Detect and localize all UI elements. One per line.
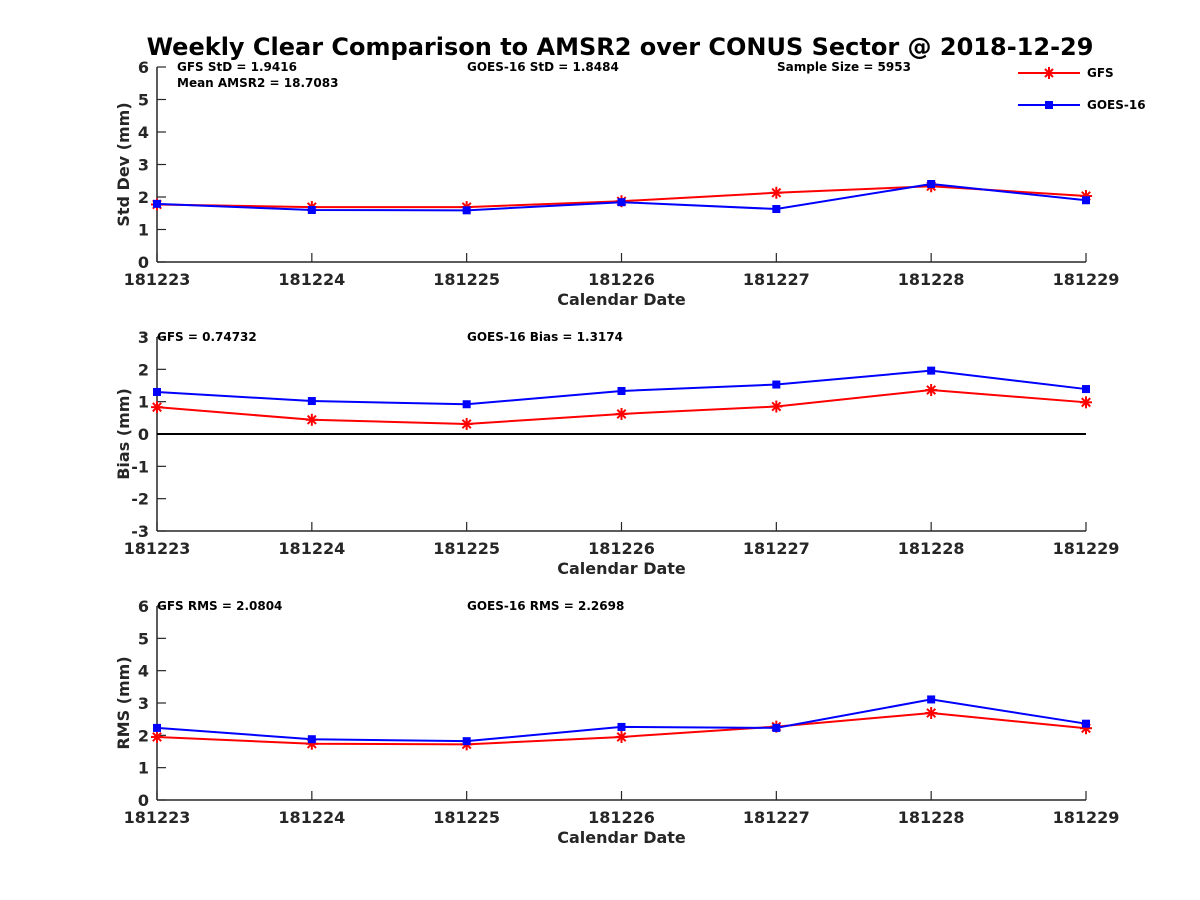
bias-goes16-point [927,366,936,375]
std-y-tick-label: 5 [138,91,149,110]
bias-x-tick-label: 181224 [278,539,345,558]
bias-y-axis-label: Bias (mm) [114,388,133,480]
bias-y-tick-label: -1 [131,457,149,476]
std-x-tick-label: 181225 [433,270,500,289]
rms-y-tick-label: 3 [138,694,149,713]
bias-goes16-point [307,397,316,406]
bias-x-tick-label: 181226 [588,539,655,558]
rms-y-tick-label: 1 [138,759,149,778]
panel-std: 0 1 2 3 4 5 6 181223 181224 181225 181226 181227 181… [114,58,1119,309]
rms-gfs-point [151,730,163,743]
legend: GFS GOES-16 [1018,66,1146,112]
rms-goes-annotation: GOES-16 RMS = 2.2698 [467,599,624,613]
bias-goes16-point [1082,385,1090,394]
std-goes16-point [617,198,626,207]
rms-x-tick-label: 181224 [278,808,345,827]
bias-gfs-point [615,407,628,420]
rms-x-tick-label: 181228 [898,808,965,827]
bias-y-tick-label: 0 [138,425,149,444]
bias-y-tick-label: 1 [138,393,149,412]
std-x-tick-label: 181229 [1053,270,1120,289]
panel-rms: 0 1 2 3 4 5 6 181223 181224 181225 181226 181227 181… [114,597,1119,847]
legend-gfs-asterisk-icon [1043,67,1055,79]
std-goes16-point [307,206,316,214]
std-y-tick-label: 2 [138,188,149,207]
bias-x-tick-label: 181229 [1053,539,1120,558]
std-x-axis-label: Calendar Date [557,290,686,309]
std-gfs-point [770,186,783,199]
rms-goes16-point [153,723,161,732]
bias-y-tick-label: 2 [138,360,149,379]
std-goes-annotation: GOES-16 StD = 1.8484 [467,60,619,74]
rms-y-tick-label: 0 [138,791,149,810]
std-y-tick-label: 1 [138,221,149,240]
bias-gfs-point [305,413,318,426]
bias-y-tick-label: 3 [138,328,149,347]
rms-x-tick-label: 181223 [124,808,191,827]
rms-goes16-point [307,735,316,744]
std-x-tick-label: 181227 [743,270,810,289]
bias-goes16-point [772,380,781,389]
std-x-tick-label: 181226 [588,270,655,289]
rms-y-tick-label: 5 [138,629,149,648]
std-sample-size-annotation: Sample Size = 5953 [777,60,911,74]
bias-x-tick-label: 181223 [124,539,191,558]
rms-y-tick-label: 6 [138,597,149,616]
rms-goes16-point [1082,719,1090,728]
std-goes16-point [462,206,471,215]
legend-goes-label: GOES-16 [1087,98,1146,112]
bias-x-tick-label: 181228 [898,539,965,558]
rms-x-tick-label: 181225 [433,808,500,827]
std-gfs-annotation: GFS StD = 1.9416 [177,60,297,74]
rms-y-tick-label: 4 [138,662,149,681]
bias-x-tick-label: 181227 [743,539,810,558]
legend-goes-square-icon [1045,101,1053,109]
rms-gfs-point [925,707,938,720]
std-goes16-point [927,180,936,188]
rms-x-tick-label: 181226 [588,808,655,827]
bias-x-axis-label: Calendar Date [557,559,686,578]
rms-goes16-point [617,722,626,731]
bias-goes16-point [617,386,626,395]
legend-gfs-label: GFS [1087,66,1114,80]
std-x-tick-label: 181223 [124,270,191,289]
std-x-tick-label: 181228 [898,270,965,289]
bias-x-tick-label: 181225 [433,539,500,558]
rms-gfs-annotation: GFS RMS = 2.0804 [157,599,282,613]
bias-gfs-point [1080,396,1092,409]
rms-x-tick-label: 181229 [1053,808,1120,827]
bias-gfs-point [151,401,163,414]
rms-y-axis-label: RMS (mm) [114,656,133,749]
bias-goes16-point [153,387,161,396]
rms-y-tick-label: 2 [138,726,149,745]
bias-gfs-point [460,417,473,430]
std-mean-annotation: Mean AMSR2 = 18.7083 [177,76,338,90]
std-goes16-point [772,205,781,214]
rms-goes16-point [927,695,936,704]
std-y-tick-label: 0 [138,253,149,272]
std-goes16-point [1082,196,1090,205]
bias-goes16-point [462,400,471,409]
bias-gfs-point [770,400,783,413]
panel-bias: -3 -2 -1 0 1 2 3 181223 181224 181225 181226 181227… [114,328,1119,578]
rms-goes16-point [462,737,471,746]
rms-goes16-point [772,723,781,732]
bias-gfs-annotation: GFS = 0.74732 [157,330,257,344]
bias-goes-annotation: GOES-16 Bias = 1.3174 [467,330,623,344]
chart-title: Weekly Clear Comparison to AMSR2 over CO… [147,33,1094,61]
bias-y-tick-label: -3 [131,522,149,541]
bias-gfs-point [925,384,938,397]
std-y-tick-label: 6 [138,58,149,77]
std-y-tick-label: 4 [138,123,149,142]
bias-y-tick-label: -2 [131,490,149,509]
rms-x-tick-label: 181227 [743,808,810,827]
std-goes16-point [153,199,161,208]
std-y-axis-label: Std Dev (mm) [114,102,133,226]
rms-x-axis-label: Calendar Date [557,828,686,847]
rms-gfs-point [615,730,628,743]
std-x-tick-label: 181224 [278,270,345,289]
std-y-tick-label: 3 [138,156,149,175]
